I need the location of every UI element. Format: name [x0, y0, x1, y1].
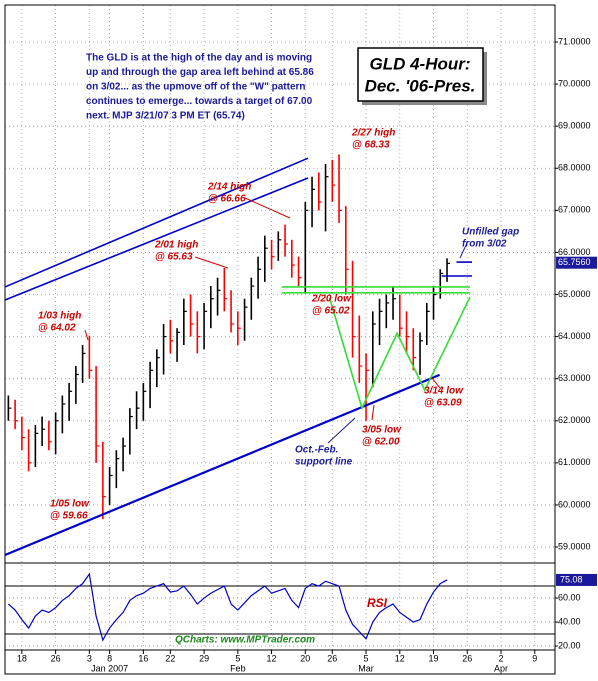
y-tick-label: 70.0000 [558, 78, 591, 88]
y-tick-label: 62.0000 [558, 415, 591, 425]
pointer [371, 404, 375, 421]
y-tick-label: 66.0000 [558, 247, 591, 257]
commentary: The GLD is at the high of the day and is… [86, 53, 312, 64]
callout: 2/27 high [351, 128, 395, 139]
last-price-label: 65.7560 [558, 257, 591, 267]
trendline [4, 157, 309, 288]
x-tick-label: 2 [499, 653, 504, 663]
callout: 2/14 high [207, 182, 251, 193]
trendline [328, 296, 471, 411]
last-price-box [556, 256, 597, 269]
callout: 3/05 low [362, 425, 402, 436]
y-tick-label: 65.0000 [558, 289, 591, 299]
callout: @ 64.02 [38, 323, 76, 334]
pointer [84, 329, 89, 341]
source: QCharts: www.MPTrader.com [175, 635, 315, 646]
x-tick-label: 26 [327, 653, 337, 663]
marks: 65.7560 75.08 [4, 154, 597, 642]
x-tick-label: 12 [267, 653, 277, 663]
rsi-last-label: 75.08 [560, 574, 583, 584]
callout: @ 63.09 [424, 398, 462, 409]
x-tick-label: 19 [429, 653, 439, 663]
x-tick-label: 18 [17, 653, 27, 663]
callout: @ 65.63 [155, 252, 193, 263]
rsi-line [7, 572, 448, 642]
y-tick-label: 61.0000 [558, 457, 591, 467]
x-tick-label: 20 [300, 653, 310, 663]
x-tick-label: 12 [395, 653, 405, 663]
callout: 1/03 high [38, 311, 81, 322]
callout: @ 65.02 [312, 306, 350, 317]
callout: @ 68.33 [352, 140, 390, 151]
trendline [4, 373, 441, 557]
month-label: Feb [230, 663, 246, 673]
title-box [357, 47, 484, 102]
callout: Unfilled gap [462, 227, 519, 238]
y-tick-label: 67.0000 [558, 205, 591, 215]
x-tick-label: 3 [87, 653, 92, 663]
callout: 3/14 low [424, 386, 464, 397]
x-tick-label: 9 [532, 653, 537, 663]
callout: 2/20 low [311, 294, 352, 305]
commentary: next. MJP 3/21/07 3 PM ET (65.74) [86, 111, 245, 122]
y-tick-label: 69.0000 [558, 121, 591, 131]
commentary: up and through the gap area left behind … [86, 67, 314, 78]
commentary: continues to emerge... towards a target … [86, 96, 313, 107]
callout: from 3/02 [462, 239, 507, 250]
y-tick-label: 60.0000 [558, 499, 591, 509]
y-tick-label: 63.0000 [558, 373, 591, 383]
callout: support line [295, 457, 353, 468]
callout: @ 59.66 [50, 511, 88, 522]
commentary: on 3/02... as the upmove off of the "W" … [86, 82, 306, 93]
pointer [194, 256, 229, 269]
grid: 59.0000 60.0000 61.0000 62.0000 63.0000 64.00… [5, 5, 591, 673]
chart-title: GLD 4-Hour: [369, 54, 470, 73]
pointer [459, 242, 468, 259]
month-label: Mar [358, 663, 374, 673]
trendline [4, 177, 309, 301]
x-tick-label: 16 [138, 653, 148, 663]
date-axis [4, 649, 556, 675]
rsi-tick-label: 20.00 [558, 640, 581, 650]
callout: @ 66.66 [208, 194, 246, 205]
rsi-last-box [556, 573, 597, 586]
y-tick-label: 59.0000 [558, 541, 591, 551]
callout: 1/05 low [50, 499, 90, 510]
callout: 2/01 high [154, 240, 198, 251]
callout: Oct.-Feb. [295, 445, 338, 456]
x-tick-label: 8 [107, 653, 112, 663]
pointer [327, 417, 356, 444]
pointer [431, 377, 441, 389]
callout: @ 62.00 [362, 437, 400, 448]
rsi-label: RSI [367, 596, 388, 610]
x-tick-label: 29 [199, 653, 209, 663]
x-tick-label: 26 [462, 653, 472, 663]
month-label: Apr [494, 663, 508, 673]
chart-title: Dec. '06-Pres. [365, 76, 476, 95]
x-tick-label: 22 [165, 653, 175, 663]
pointer [244, 197, 291, 219]
rsi-tick-label: 60.00 [558, 592, 581, 602]
y-tick-label: 71.0000 [558, 36, 591, 46]
x-tick-label: 26 [51, 653, 61, 663]
notes: The GLD is at the high of the day and is… [38, 53, 519, 522]
y-tick-label: 64.0000 [558, 331, 591, 341]
x-tick-label: 5 [364, 653, 369, 663]
rsi-tick-label: 40.00 [558, 616, 581, 626]
month-label: Jan 2007 [91, 663, 128, 673]
y-tick-label: 68.0000 [558, 163, 591, 173]
x-tick-label: 5 [235, 653, 240, 663]
